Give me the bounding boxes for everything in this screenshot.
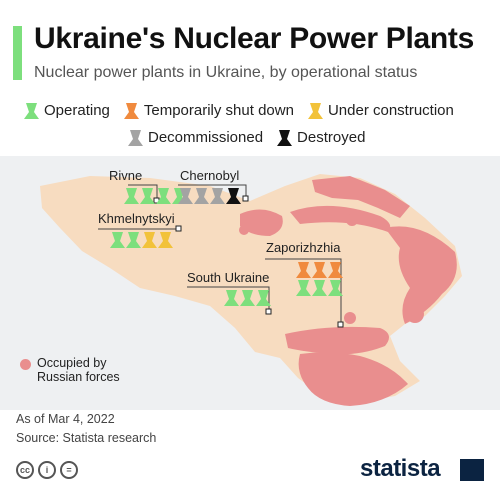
reactor-icon-decommissioned (194, 188, 209, 204)
rivne-label: Rivne (109, 168, 143, 183)
statista-logo[interactable]: statista (360, 455, 441, 482)
chernobyl-label: Chernobyl (180, 168, 240, 183)
chernobyl-reactors (178, 188, 241, 204)
chart-subtitle: Nuclear power plants in Ukraine, by oper… (34, 64, 418, 81)
south-ukraine-leader-line (187, 286, 270, 311)
reactor-icon-operating (156, 188, 171, 204)
occupied-area-coast-dot (406, 305, 424, 323)
reactor-icon-decommissioned (178, 188, 193, 204)
occupied-area-west-dot (239, 225, 249, 235)
construction-reactor-icon (307, 102, 323, 119)
reactor-icon-operating (312, 280, 327, 296)
occupied-legend: Occupied by Russian forces (20, 356, 120, 384)
reactor-icon-temporarily-shut-down (328, 262, 343, 278)
operating-reactor-icon (24, 102, 39, 119)
legend-destroyed-label: Destroyed (297, 129, 366, 146)
occupied-area-donbas (385, 226, 457, 324)
khmelnytskyi-label: Khmelnytskyi (98, 211, 175, 226)
attribution-icon[interactable]: i (38, 461, 56, 479)
occupied-area-east (312, 176, 410, 218)
decommissioned-reactor-icon (128, 129, 143, 146)
map-area (0, 156, 500, 410)
occupied-legend-line2: Russian forces (37, 370, 120, 384)
legend-shut-down-label: Temporarily shut down (143, 102, 294, 119)
legend-temporarily-shut-down: Temporarily shut down (123, 102, 294, 119)
reactor-icon-operating (296, 280, 311, 296)
occupied-legend-dot (20, 359, 31, 370)
rivne-leader-line (128, 184, 158, 200)
zaporizhzhia-reactors (296, 262, 343, 296)
reactor-icon-decommissioned (210, 188, 225, 204)
zaporizhzhia-leader-line (265, 258, 342, 324)
reactor-icon-operating (240, 290, 255, 306)
reactor-icon-operating (224, 290, 239, 306)
legend-row-2: Decommissioned Destroyed (128, 129, 379, 146)
reactor-icon-operating (124, 188, 139, 204)
no-derivatives-icon[interactable]: = (60, 461, 78, 479)
zaporizhzhia-marker (337, 321, 344, 328)
as-of-date: As of Mar 4, 2022 (16, 412, 115, 426)
occupied-legend-text: Occupied by Russian forces (37, 356, 120, 384)
statista-logo-mark (460, 459, 484, 481)
destroyed-reactor-icon (277, 129, 293, 146)
legend-destroyed: Destroyed (277, 129, 365, 146)
reactor-icon-temporarily-shut-down (296, 262, 311, 278)
reactor-icon-operating (256, 290, 271, 306)
occupied-area-east-dot (346, 214, 358, 226)
reactor-icon-temporarily-shut-down (312, 262, 327, 278)
ukraine-map (40, 174, 462, 406)
source-note: Source: Statista research (16, 431, 157, 445)
zaporizhzhia-label: Zaporizhzhia (266, 240, 341, 255)
reactor-icon-destroyed (226, 188, 241, 204)
south-ukraine-reactors (224, 290, 271, 306)
south-ukraine-label: South Ukraine (187, 270, 270, 285)
legend-decommissioned: Decommissioned (128, 129, 263, 146)
occupied-area-south (285, 326, 389, 355)
chart-title: Ukraine's Nuclear Power Plants (34, 22, 474, 55)
south-ukraine-marker (265, 308, 272, 315)
khmelnytskyi-marker (175, 225, 182, 232)
chernobyl-leader-line (178, 184, 247, 198)
occupied-legend-line1: Occupied by (37, 356, 107, 370)
legend-row-1: Operating Temporarily shut down Under co… (24, 102, 468, 119)
reactor-icon-operating (126, 232, 141, 248)
occupied-area-northeast (290, 205, 391, 232)
legend-decommissioned-label: Decommissioned (148, 129, 264, 146)
legend-operating: Operating (24, 102, 110, 119)
chernobyl-marker (242, 195, 249, 202)
reactor-icon-operating (328, 280, 343, 296)
reactor-icon-under-construction (142, 232, 157, 248)
reactor-icon-operating (110, 232, 125, 248)
title-accent-bar (13, 26, 22, 80)
legend-construction-label: Under construction (327, 102, 454, 119)
shut-down-reactor-icon (123, 102, 139, 119)
occupied-area-kherson-dot (344, 312, 356, 324)
occupied-area-kyiv (240, 209, 283, 236)
occupied-area-crimea (298, 352, 408, 406)
reactor-icon-operating (140, 188, 155, 204)
cc-icon[interactable]: cc (16, 461, 34, 479)
legend-under-construction: Under construction (307, 102, 454, 119)
license-icons: cc i = (16, 461, 82, 479)
legend-operating-label: Operating (44, 102, 110, 119)
khmelnytskyi-reactors (110, 232, 173, 248)
reactor-icon-under-construction (158, 232, 173, 248)
